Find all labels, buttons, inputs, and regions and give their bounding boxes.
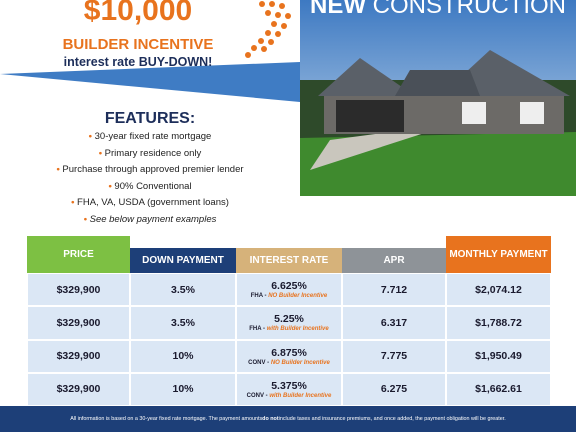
loan-type: CONV - (246, 392, 268, 399)
loan-note: FHA - with Builder Incentive (249, 326, 328, 332)
loan-type: CONV - (248, 359, 270, 366)
note-text: See below payment examples (89, 213, 217, 225)
cell-value: $1,662.61 (475, 383, 522, 396)
amount: $10,000 (83, 0, 193, 27)
table-cell: $329,900 (27, 306, 130, 340)
loan-type: FHA - (250, 293, 267, 300)
feature-item: • Purchase through approved premier lend… (0, 164, 300, 175)
decor (0, 0, 576, 196)
cell-value: 6.875% (271, 346, 307, 359)
cell-value: 6.317 (380, 316, 408, 329)
footer: All information is based on a 30-year fi… (0, 406, 576, 432)
cell-value: 5.375% (271, 379, 307, 392)
column-header: DOWN PAYMENT (130, 248, 236, 273)
incentive-note: with Builder Incentive (269, 392, 332, 399)
incentive-note: NO Builder Incentive (270, 359, 330, 366)
feature-text: Purchase through approved premier lender (62, 164, 244, 175)
table-cell: $329,900 (27, 372, 130, 406)
table-cell: 7.712 (342, 273, 446, 307)
loan-type: FHA - (249, 326, 266, 333)
feature-text: Primary residence only (104, 147, 202, 159)
table-cell: $329,900 (27, 273, 130, 307)
incentive-note: NO Builder Incentive (268, 293, 328, 300)
title-bold: NEW (310, 0, 366, 19)
footer-text: All information is based on a 30-year fi… (70, 416, 263, 422)
feature-text: 30-year fixed rate mortgage (94, 131, 212, 142)
incentive: BUILDER INCENTIVE (62, 36, 214, 53)
title-light: CONSTRUCTION (372, 0, 566, 19)
table-cell: $1,662.61 (446, 372, 551, 406)
table-cell: 6.275 (342, 372, 446, 406)
dot-arrow (245, 1, 291, 58)
bullet: • (98, 147, 105, 159)
table-cell: 6.625% FHA - NO Builder Incentive (236, 273, 342, 307)
table-cell: 5.375% CONV - with Builder Incentive (236, 372, 342, 406)
feature-item: • Primary residence only (0, 148, 300, 159)
table-cell: 10% (130, 339, 236, 373)
cell-value: $2,074.12 (475, 283, 522, 296)
tagline: interest rate BUY-DOWN! (63, 55, 213, 69)
cell-value: $1,788.72 (475, 316, 522, 329)
cell-value: 3.5% (171, 316, 195, 329)
blue-band (0, 62, 300, 102)
table-cell: 10% (130, 372, 236, 406)
column-header: APR (342, 248, 446, 273)
feature-item: • FHA, VA, USDA (government loans) (0, 197, 300, 208)
table-cell: 3.5% (130, 306, 236, 340)
table-cell: 7.775 (342, 339, 446, 373)
table-cell: 5.25% FHA - with Builder Incentive (236, 306, 342, 340)
footer-text: include taxes and insurance premiums, an… (278, 416, 506, 422)
house-photo (300, 0, 576, 196)
cell-value: 6.275 (380, 383, 408, 396)
bullet: • (71, 197, 78, 208)
loan-note: CONV - with Builder Incentive (247, 393, 332, 399)
table-cell: 6.875% CONV - NO Builder Incentive (236, 339, 342, 373)
features-title: FEATURES: (104, 110, 196, 127)
cell-value: $1,950.49 (475, 350, 522, 363)
cell-value: $329,900 (56, 350, 101, 363)
cell-value: 7.775 (380, 350, 408, 363)
footer-bold: do not (262, 416, 279, 422)
cell-value: 6.625% (271, 280, 307, 293)
feature-note: • See below payment examples (0, 214, 300, 225)
photo-title: NEW CONSTRUCTION (300, 0, 576, 20)
bullet: • (83, 213, 90, 225)
loan-note: CONV - NO Builder Incentive (248, 360, 330, 366)
cell-value: 10% (172, 350, 194, 363)
table-cell: $329,900 (27, 339, 130, 373)
cell-value: $329,900 (56, 283, 101, 296)
incentive-note: with Builder Incentive (266, 326, 329, 333)
table-cell: $1,788.72 (446, 306, 551, 340)
column-header: PRICE (27, 236, 130, 273)
cell-value: 7.712 (380, 283, 408, 296)
cell-value: $329,900 (56, 383, 101, 396)
table-cell: $1,950.49 (446, 339, 551, 373)
feature-item: • 30-year fixed rate mortgage (0, 131, 300, 142)
table-cell: 3.5% (130, 273, 236, 307)
table-cell: $2,074.12 (446, 273, 551, 307)
feature-text: FHA, VA, USDA (government loans) (77, 197, 229, 208)
column-header: MONTHLY PAYMENT (446, 236, 551, 273)
cell-value: 3.5% (171, 283, 195, 296)
table-cell: 6.317 (342, 306, 446, 340)
cell-value: $329,900 (56, 316, 101, 329)
bullet: • (88, 131, 95, 142)
loan-note: FHA - NO Builder Incentive (251, 293, 327, 299)
bullet: • (56, 164, 63, 175)
cell-value: 5.25% (274, 313, 304, 326)
bullet: • (108, 180, 115, 192)
feature-text: 90% Conventional (114, 180, 192, 192)
cell-value: 10% (172, 383, 194, 396)
feature-item: • 90% Conventional (0, 181, 300, 192)
column-header: INTEREST RATE (236, 248, 342, 273)
